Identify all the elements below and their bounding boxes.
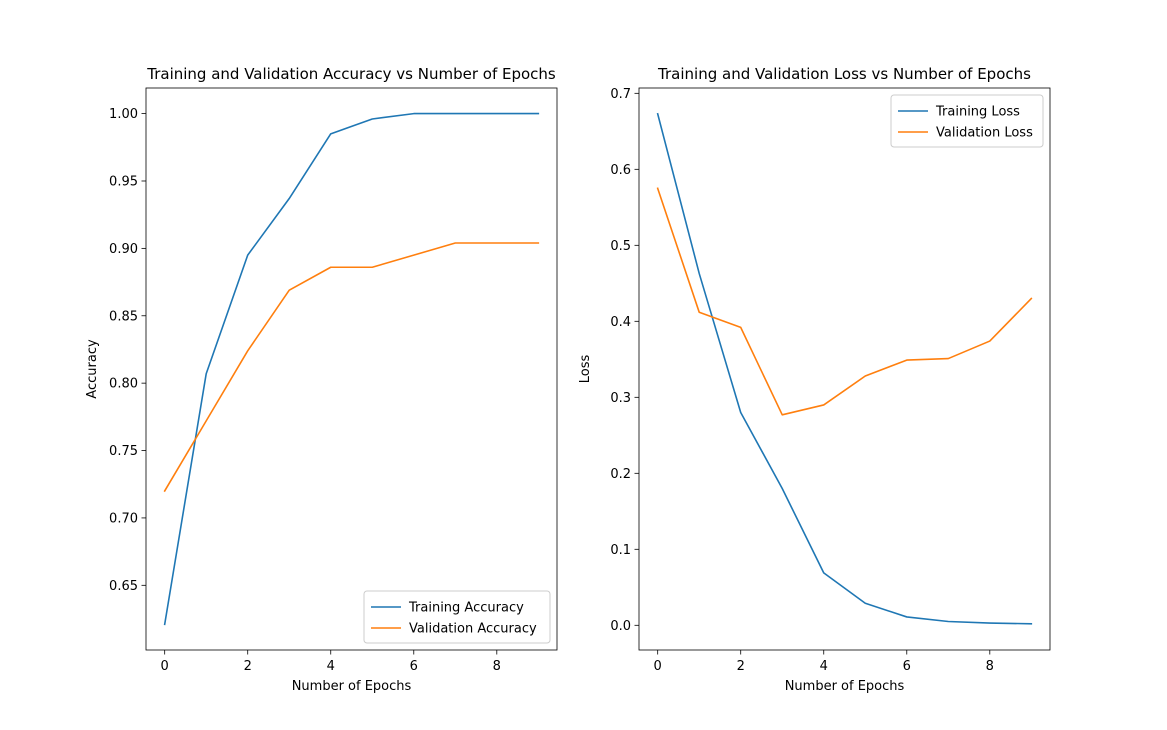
y-tick-label: 0.95 <box>109 174 138 189</box>
y-tick-label: 0.6 <box>610 163 631 178</box>
x-tick-label: 8 <box>493 659 501 674</box>
x-tick-label: 8 <box>986 659 994 674</box>
series-line-training-accuracy <box>163 112 540 626</box>
chart-title: Training and Validation Loss vs Number o… <box>657 65 1031 83</box>
x-tick-label: 4 <box>820 659 828 674</box>
y-tick-label: 0.85 <box>109 309 138 324</box>
x-axis-label: Number of Epochs <box>785 679 905 694</box>
y-axis-label: Accuracy <box>85 339 100 399</box>
y-tick-label: 0.7 <box>610 87 631 102</box>
x-tick-label: 4 <box>327 659 335 674</box>
x-tick-label: 0 <box>161 659 169 674</box>
plot-frame <box>638 87 1051 651</box>
y-tick-label: 0.3 <box>610 391 631 406</box>
plot-frame <box>145 87 558 651</box>
y-tick-label: 0.70 <box>109 511 138 526</box>
legend: Training Accuracy Validation Accuracy <box>363 590 551 644</box>
series-line-validation-accuracy <box>163 242 540 493</box>
y-tick-label: 1.00 <box>109 107 138 122</box>
chart-title: Training and Validation Accuracy vs Numb… <box>146 65 556 83</box>
y-tick-label: 0.65 <box>109 579 138 594</box>
y-tick-label: 0.4 <box>610 315 631 330</box>
series-line-validation-loss <box>656 187 1033 416</box>
y-tick-label: 0.0 <box>610 619 631 634</box>
y-tick-label: 0.5 <box>610 239 631 254</box>
series-line-training-loss <box>656 112 1033 625</box>
legend-box <box>890 94 1044 148</box>
y-axis-label: Loss <box>578 355 593 384</box>
legend-label: Validation Loss <box>936 126 1033 141</box>
x-tick-label: 2 <box>737 659 745 674</box>
x-tick-label: 2 <box>244 659 252 674</box>
accuracy-chart: 0 2 4 6 8 0.65 0.70 0.75 0.80 0.85 0.90 0.95 1.00 Tra… <box>85 65 558 694</box>
y-tick-label: 0.75 <box>109 444 138 459</box>
y-tick-label: 0.2 <box>610 467 631 482</box>
x-tick-label: 6 <box>410 659 418 674</box>
y-tick-label: 0.90 <box>109 242 138 257</box>
x-axis-label: Number of Epochs <box>292 679 412 694</box>
legend-box <box>363 590 551 644</box>
x-tick-label: 6 <box>903 659 911 674</box>
legend-label: Training Accuracy <box>408 601 524 616</box>
loss-chart: 0 2 4 6 8 0.0 0.1 0.2 0.3 0.4 0.5 0.6 0.7 Training an… <box>578 65 1051 694</box>
legend-label: Validation Accuracy <box>409 622 537 637</box>
x-tick-label: 0 <box>654 659 662 674</box>
y-tick-label: 0.80 <box>109 377 138 392</box>
legend: Training Loss Validation Loss <box>890 94 1044 148</box>
y-tick-label: 0.1 <box>610 543 631 558</box>
legend-label: Training Loss <box>935 105 1020 120</box>
